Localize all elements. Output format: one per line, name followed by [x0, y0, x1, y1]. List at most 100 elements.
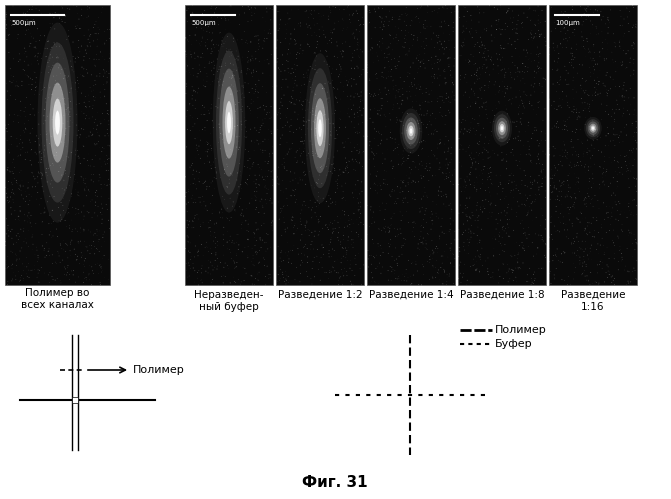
Point — [515, 190, 525, 198]
Point — [180, 189, 191, 197]
Point — [376, 46, 386, 54]
Point — [405, 280, 416, 288]
Point — [199, 159, 210, 167]
Point — [83, 69, 93, 77]
Point — [79, 278, 89, 286]
Point — [297, 137, 307, 145]
Point — [533, 26, 544, 34]
Point — [5, 168, 15, 176]
Point — [335, 115, 346, 123]
Point — [362, 61, 372, 69]
Point — [593, 13, 604, 21]
Point — [48, 159, 58, 167]
Point — [446, 149, 456, 157]
Point — [364, 255, 375, 263]
Point — [491, 235, 501, 243]
Point — [615, 200, 625, 208]
Point — [423, 98, 433, 106]
Point — [190, 31, 201, 39]
Point — [212, 241, 223, 249]
Point — [456, 42, 467, 50]
Point — [466, 11, 476, 19]
Point — [507, 25, 518, 33]
Point — [95, 48, 106, 56]
Point — [597, 27, 607, 35]
Point — [85, 162, 96, 170]
Point — [93, 188, 103, 196]
Point — [48, 14, 59, 22]
Point — [591, 278, 602, 286]
Point — [330, 3, 341, 11]
Point — [625, 72, 636, 80]
Point — [418, 263, 429, 271]
Point — [549, 18, 560, 26]
Point — [350, 260, 361, 268]
Point — [215, 134, 225, 142]
Point — [274, 175, 285, 183]
Point — [411, 257, 421, 265]
Ellipse shape — [588, 121, 599, 135]
Point — [197, 279, 207, 287]
Point — [250, 64, 261, 72]
Point — [76, 229, 87, 237]
Point — [598, 164, 609, 172]
Point — [616, 208, 627, 216]
Point — [368, 49, 378, 57]
Point — [522, 49, 533, 57]
Point — [392, 275, 403, 283]
Point — [436, 252, 447, 260]
Point — [373, 279, 384, 287]
Point — [536, 264, 547, 272]
Point — [79, 56, 89, 64]
Point — [81, 92, 91, 100]
Point — [544, 250, 555, 258]
Point — [347, 266, 358, 274]
Point — [439, 267, 450, 275]
Point — [213, 41, 224, 49]
Point — [248, 251, 258, 259]
Point — [536, 128, 547, 136]
Point — [342, 272, 352, 280]
Point — [373, 90, 384, 98]
Point — [190, 135, 201, 143]
Point — [246, 11, 257, 19]
Point — [328, 163, 339, 171]
Point — [556, 250, 567, 257]
Point — [190, 88, 201, 96]
Point — [328, 86, 339, 94]
Point — [187, 1, 198, 9]
Point — [15, 185, 25, 193]
Point — [66, 84, 76, 92]
Point — [260, 114, 270, 122]
Point — [513, 202, 524, 210]
Point — [413, 178, 424, 186]
Point — [627, 265, 638, 273]
Point — [294, 124, 305, 132]
Point — [79, 72, 89, 80]
Point — [307, 106, 318, 114]
Point — [305, 245, 316, 253]
Point — [431, 128, 442, 136]
Point — [401, 144, 411, 152]
Point — [478, 143, 489, 151]
Point — [246, 258, 256, 266]
Point — [475, 250, 486, 258]
Point — [42, 37, 53, 45]
Point — [101, 100, 111, 108]
Point — [21, 239, 32, 247]
Point — [369, 151, 380, 159]
Point — [309, 118, 320, 126]
Point — [418, 20, 429, 28]
Point — [64, 209, 75, 217]
Point — [485, 57, 496, 65]
Point — [28, 240, 38, 248]
Point — [569, 199, 580, 207]
Point — [495, 41, 506, 49]
Point — [500, 26, 511, 34]
Point — [580, 194, 591, 202]
Point — [287, 213, 298, 221]
Point — [257, 237, 268, 245]
Point — [258, 72, 268, 80]
Point — [496, 67, 507, 75]
Point — [310, 86, 321, 94]
